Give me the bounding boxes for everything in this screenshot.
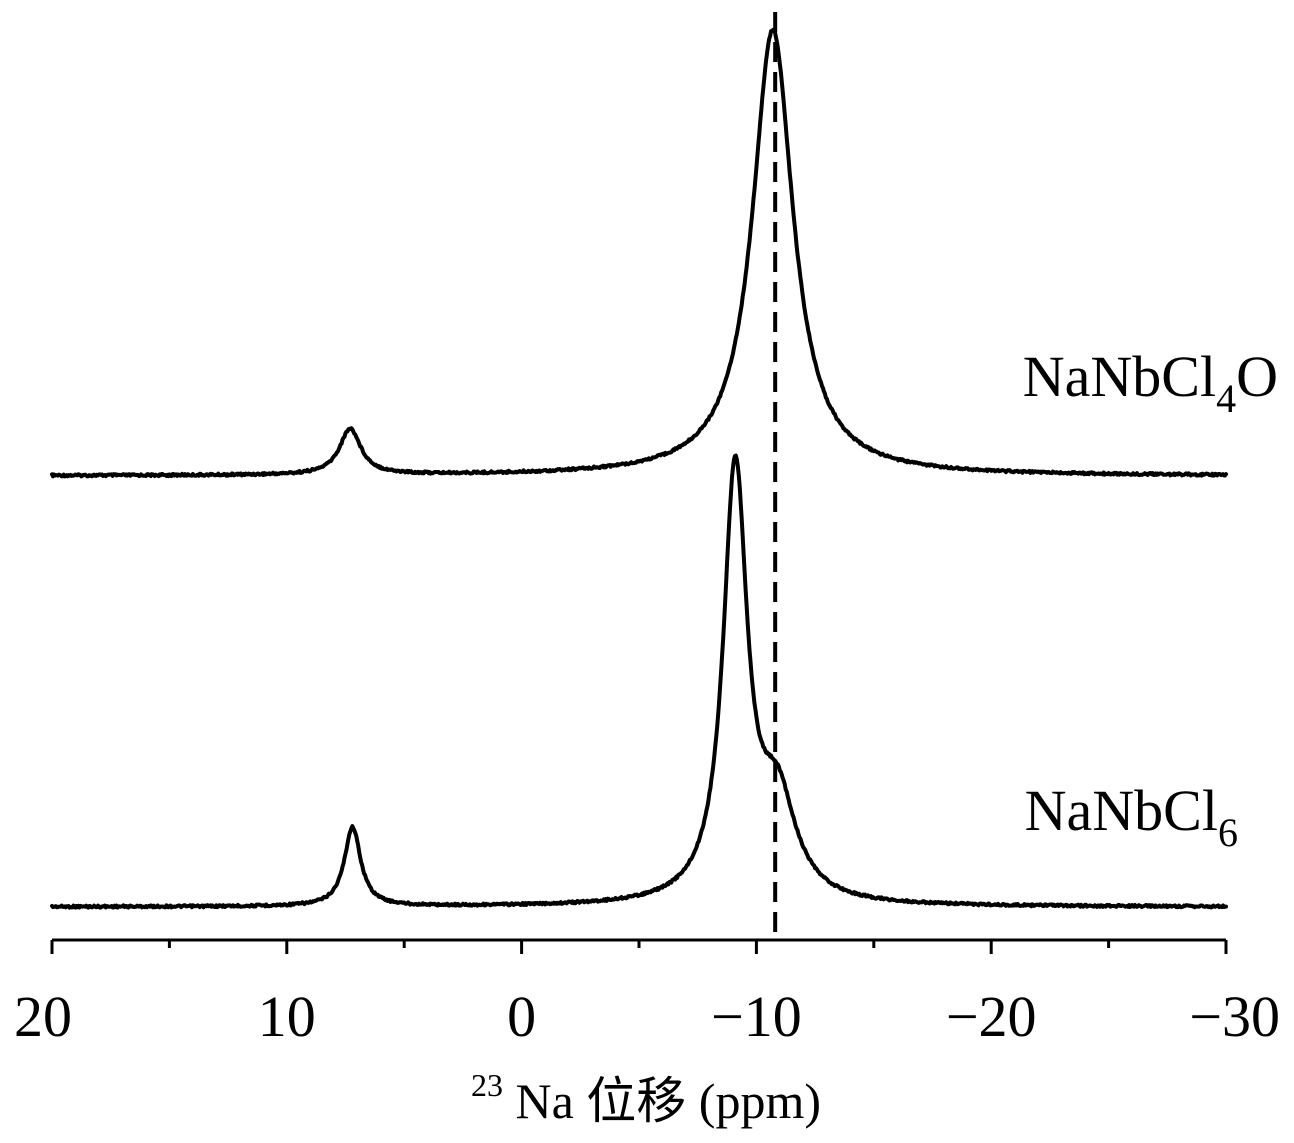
series-label-nanbcl4o: NaNbCl4O (1023, 344, 1278, 421)
x-axis-tick-labels: 20 10 0 −10 −20 −30 (14, 984, 1280, 1049)
series-label-tail: O (1236, 344, 1278, 409)
x-tick-label: −30 (1189, 984, 1280, 1049)
series-label-subscript: 4 (1216, 376, 1236, 421)
series-label-main: NaNbCl (1025, 778, 1218, 843)
x-axis-title-superscript: 23 (471, 1067, 503, 1103)
x-axis-title-text: Na 位移 (ppm) (516, 1073, 822, 1129)
x-axis-ticks (50, 940, 1228, 954)
x-axis: 20 10 0 −10 −20 −30 (14, 938, 1280, 1049)
x-tick-label: 20 (14, 984, 72, 1049)
series-line-nanbcl4o (50, 27, 1228, 479)
x-tick-label: −10 (711, 984, 802, 1049)
x-axis-title: 23 Na 位移 (ppm) (471, 1051, 821, 1129)
series-line-nanbcl6 (50, 453, 1228, 910)
x-tick-label: 10 (258, 984, 316, 1049)
x-tick-label: −20 (946, 984, 1037, 1049)
x-tick-label: 0 (507, 984, 536, 1049)
series-label-nanbcl6: NaNbCl6 (1025, 778, 1238, 855)
series-label-subscript: 6 (1218, 810, 1238, 855)
series-label-main: NaNbCl (1023, 344, 1216, 409)
spectrum-traces (50, 27, 1228, 910)
